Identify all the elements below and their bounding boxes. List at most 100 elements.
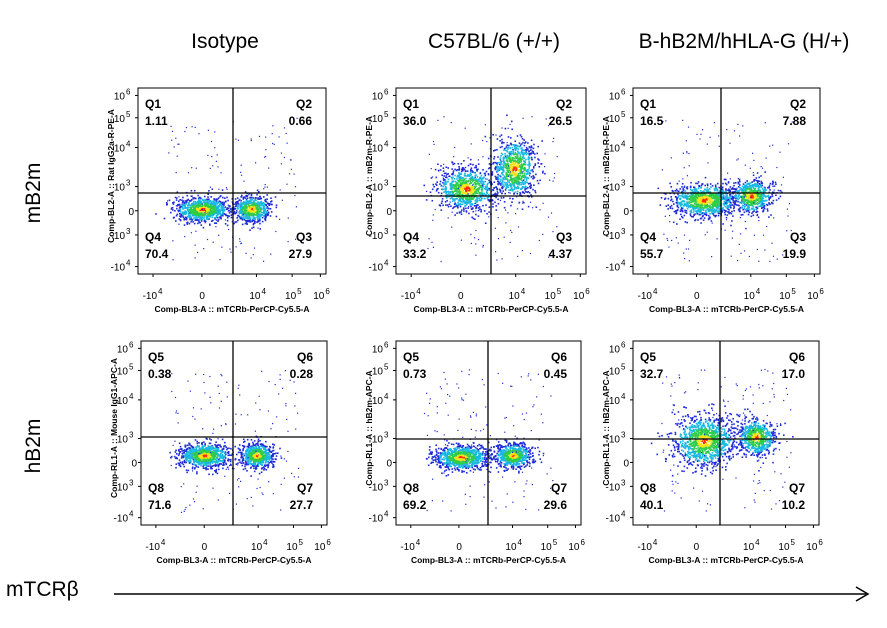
y-tick-label: 10 6 [117, 340, 134, 355]
y-tick-label: -10 4 [111, 259, 131, 274]
svg-text:10: 10 [509, 291, 521, 302]
quadrant-name-q5: Q5 [640, 350, 656, 364]
svg-text:4: 4 [416, 287, 421, 296]
svg-text:10: 10 [372, 91, 384, 102]
x-tick-label: 0 [694, 291, 700, 302]
x-tick-label: 0 [199, 291, 205, 302]
quadrant-value-q2: 7.88 [783, 114, 807, 128]
svg-text:5: 5 [557, 287, 562, 296]
svg-text:-10: -10 [401, 291, 416, 302]
quadrant-value-q5: 0.38 [148, 367, 172, 381]
y-axis-label: Comp-RL1-A :: Mouse IgG1-APC-A [109, 358, 119, 498]
quadrant-name-q7: Q7 [551, 481, 567, 495]
quadrant-value-q7: 27.7 [290, 498, 314, 512]
x-tick-label: 10 6 [573, 287, 590, 302]
y-tick-label: 0 [386, 458, 392, 469]
y-tick-label: 10 3 [372, 431, 389, 446]
x-tick-label: 10 6 [806, 538, 823, 553]
x-tick-label: 10 6 [313, 287, 330, 302]
svg-text:0: 0 [128, 207, 134, 218]
x-tick-label: 0 [458, 291, 464, 302]
svg-text:3: 3 [126, 179, 131, 188]
quadrant-value-q8: 40.1 [640, 498, 664, 512]
y-tick-label: 10 5 [372, 110, 389, 125]
y-tick-label: 10 5 [609, 362, 626, 377]
svg-text:4: 4 [126, 140, 131, 149]
y-tick-label: -10 4 [114, 510, 134, 525]
x-tick-label: -10 4 [145, 538, 165, 553]
svg-text:0: 0 [199, 291, 205, 302]
quadrant-value-q7: 10.2 [782, 498, 806, 512]
quadrant-name-q6: Q6 [789, 350, 805, 364]
x-tick-label: -10 4 [401, 287, 421, 302]
quadrant-value-q2: 26.5 [549, 114, 573, 128]
quadrant-value-q1: 16.5 [640, 114, 664, 128]
quadrant-name-q1: Q1 [403, 97, 419, 111]
y-tick-label: 10 5 [117, 362, 134, 377]
x-tick-label: 10 5 [545, 287, 562, 302]
quadrant-name-q8: Q8 [640, 481, 656, 495]
y-axis-label: Comp-BL2-A :: Rat IgG2a-R-PE-A [106, 109, 116, 243]
x-tick-label: 10 6 [807, 287, 824, 302]
quadrant-value-q4: 55.7 [640, 247, 664, 261]
y-tick-label: 10 4 [372, 392, 389, 407]
y-tick-label: 10 4 [117, 392, 134, 407]
svg-text:5: 5 [126, 110, 131, 119]
y-tick-label: 10 4 [114, 140, 131, 155]
y-tick-label: 10 6 [114, 87, 131, 102]
quadrant-value-q2: 0.66 [289, 114, 313, 128]
svg-text:4: 4 [158, 287, 163, 296]
y-tick-label: -10 4 [606, 259, 626, 274]
quadrant-value-q3: 27.9 [289, 247, 313, 261]
quadrant-value-q5: 32.7 [640, 367, 664, 381]
y-axis-label: Comp-RL1-A :: hB2m-APC-A [601, 370, 611, 485]
quadrant-name-q6: Q6 [551, 350, 567, 364]
x-tick-label: 10 4 [505, 538, 522, 553]
svg-text:6: 6 [126, 87, 131, 96]
quadrant-name-q4: Q4 [640, 230, 656, 244]
svg-text:0: 0 [386, 207, 392, 218]
x-tick-label: 10 5 [779, 287, 796, 302]
quadrant-name-q8: Q8 [148, 481, 164, 495]
x-tick-label: -10 4 [400, 538, 420, 553]
x-tick-label: 10 5 [286, 538, 303, 553]
x-tick-label: 10 4 [251, 538, 268, 553]
svg-text:0: 0 [458, 291, 464, 302]
x-tick-label: 10 4 [743, 538, 760, 553]
svg-text:10: 10 [545, 291, 557, 302]
x-tick-label: 10 5 [285, 287, 302, 302]
quadrant-value-q7: 29.6 [544, 498, 568, 512]
svg-text:-10: -10 [369, 263, 384, 274]
quadrant-value-q6: 0.45 [544, 367, 568, 381]
x-tick-label: 10 5 [541, 538, 558, 553]
svg-text:3: 3 [384, 179, 389, 188]
y-tick-label: 10 5 [114, 110, 131, 125]
y-tick-label: 10 4 [609, 392, 626, 407]
x-tick-label: -10 4 [638, 287, 658, 302]
quadrant-name-q3: Q3 [790, 230, 806, 244]
svg-text:-10: -10 [143, 291, 158, 302]
x-tick-label: 10 6 [568, 538, 585, 553]
y-tick-label: -10 4 [606, 510, 626, 525]
quadrant-name-q8: Q8 [403, 481, 419, 495]
quadrant-value-q3: 4.37 [549, 247, 573, 261]
x-tick-label: 10 6 [314, 538, 331, 553]
x-tick-label: -10 4 [143, 287, 163, 302]
y-tick-label: 10 5 [609, 110, 626, 125]
svg-text:5: 5 [297, 287, 302, 296]
svg-text:3: 3 [126, 227, 131, 236]
x-axis-label: Comp-BL3-A :: mTCRb-PerCP-Cy5.5-A [411, 555, 566, 565]
quadrant-name-q1: Q1 [145, 97, 161, 111]
scatter-points [169, 370, 299, 513]
quadrant-value-q4: 70.4 [145, 247, 169, 261]
quadrant-name-q7: Q7 [297, 481, 313, 495]
svg-text:10: 10 [249, 291, 261, 302]
quadrant-name-q2: Q2 [556, 97, 572, 111]
svg-text:4: 4 [384, 140, 389, 149]
svg-text:5: 5 [384, 110, 389, 119]
quadrant-name-q6: Q6 [297, 350, 313, 364]
scatter-points [658, 120, 793, 262]
x-axis-label: Comp-BL3-A :: mTCRb-PerCP-Cy5.5-A [649, 304, 804, 314]
y-axis-label: Comp-BL2-A :: mB2m-R-PE-A [364, 116, 374, 236]
